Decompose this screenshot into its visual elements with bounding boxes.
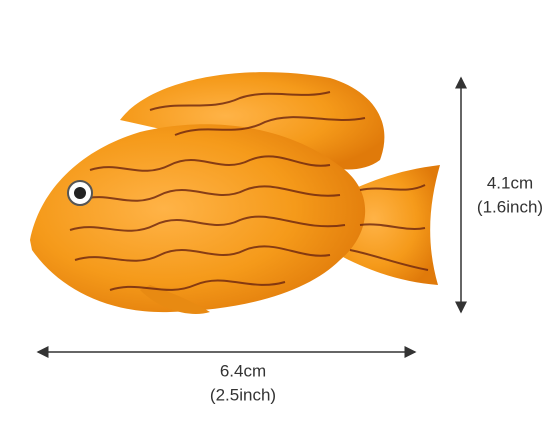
fish bbox=[30, 72, 440, 314]
width-imperial: (2.5inch) bbox=[210, 385, 276, 404]
pelvic-fin bbox=[140, 285, 210, 314]
dorsal-fin bbox=[120, 72, 385, 170]
width-metric: 6.4cm bbox=[220, 361, 266, 380]
height-imperial: (1.6inch) bbox=[477, 197, 543, 216]
fish-body bbox=[30, 124, 366, 313]
stripes bbox=[69, 91, 429, 291]
height-metric: 4.1cm bbox=[487, 173, 533, 192]
fish-pupil bbox=[74, 187, 86, 199]
